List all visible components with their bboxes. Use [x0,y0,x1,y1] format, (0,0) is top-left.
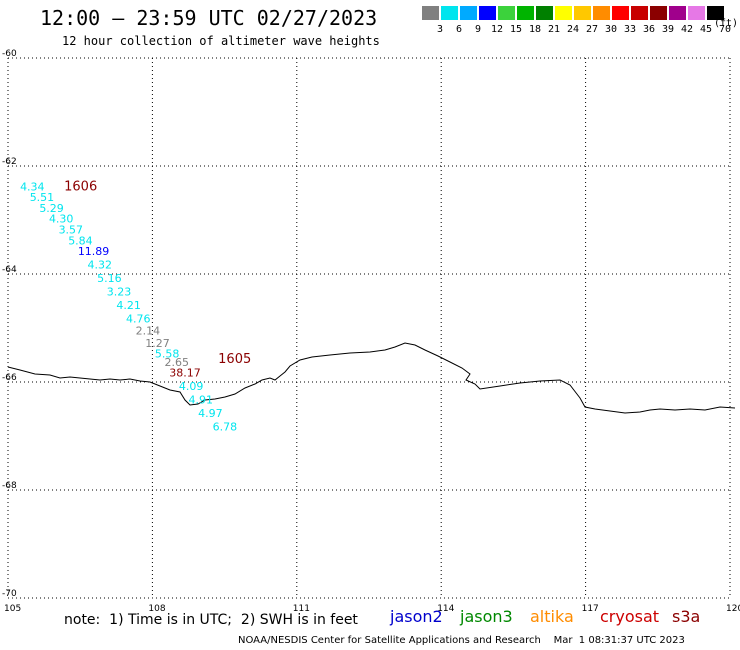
wave-height-label: 4.91 [189,394,214,407]
scale-swatch [688,6,705,20]
y-tick-label: -60 [2,49,17,59]
x-tick-label: 117 [582,604,599,614]
wave-height-label: 4.32 [87,259,112,272]
pass-number-labels: 1606 1605 [64,179,251,367]
wave-height-label: 4.21 [116,299,141,312]
satellite-label-jason3: jason3 [460,607,513,626]
x-tick-label: 111 [293,604,310,614]
wave-height-label: 4.09 [179,380,204,393]
footer-note: note: 1) Time is in UTC; 2) SWH is in fe… [64,612,358,628]
wave-height-label: 2.14 [136,324,161,337]
wave-height-label: 5.84 [68,234,93,247]
scale-label: 30 [604,24,618,35]
scale-label: 70 [718,24,732,35]
scale-swatch [669,6,686,20]
footer-credit: NOAA/NESDIS Center for Satellite Applica… [238,635,685,646]
wave-height-label: 4.97 [198,407,223,420]
scale-label: 3 [436,24,444,35]
y-tick-label: -66 [2,373,17,383]
scale-swatch [498,6,515,20]
scale-label: 15 [509,24,523,35]
axis-ticks: 105 108 111 114 117 120 -60 -62 -64 -66 -68 -70 [2,49,740,614]
wave-height-label: 3.23 [107,286,132,299]
scale-label: 18 [528,24,542,35]
y-tick-label: -64 [2,265,17,275]
wave-height-label: 5.58 [155,348,180,361]
coastline [7,342,736,414]
scale-label: 21 [547,24,561,35]
scale-label: 33 [623,24,637,35]
scale-swatch [707,6,724,20]
satellite-label-altika: altika [530,607,574,626]
y-tick-label: -62 [2,157,17,167]
scale-label: 9 [474,24,482,35]
wave-height-points: 4.345.515.294.303.575.8411.894.325.163.2… [20,180,237,433]
wave-height-label: 11.89 [78,245,110,258]
wave-height-label: 4.76 [126,313,150,326]
x-tick-label: 120 [726,604,740,614]
scale-label: 24 [566,24,580,35]
wave-height-label: 4.30 [49,213,74,226]
scale-swatch [612,6,629,20]
scale-swatch [631,6,648,20]
scale-swatch [479,6,496,20]
satellite-label-s3a: s3a [672,607,701,626]
scale-label: 36 [642,24,656,35]
grid-lines [7,57,731,599]
wave-height-label: 2.65 [164,356,189,369]
satellite-label-jason2: jason2 [390,607,443,626]
scale-label: 42 [680,24,694,35]
scale-swatch [422,6,439,20]
wave-height-label: 38.17 [169,367,201,380]
satellite-label-cryosat: cryosat [600,607,660,626]
x-tick-label: 105 [4,604,21,614]
wave-height-label: 5.16 [97,272,122,285]
x-tick-label: 114 [437,604,454,614]
pass-number: 1606 [64,179,97,194]
scale-swatch [517,6,534,20]
x-tick-label: 108 [148,604,165,614]
wave-height-label: 5.51 [30,191,55,204]
scale-swatch [650,6,667,20]
chart-subtitle: 12 hour collection of altimeter wave hei… [62,34,380,48]
scale-swatch [536,6,553,20]
scale-swatch [460,6,477,20]
y-tick-label: -68 [2,481,17,491]
scale-swatch [555,6,572,20]
scale-swatch [593,6,610,20]
wave-height-label: 1.27 [145,337,170,350]
scale-label: 6 [455,24,463,35]
pass-number: 1605 [218,352,251,367]
scale-label: 12 [490,24,504,35]
scale-label: 39 [661,24,675,35]
chart-title: 12:00 – 23:59 UTC 02/27/2023 [40,6,378,30]
y-tick-label: -70 [2,589,17,599]
wave-height-label: 3.57 [59,224,84,237]
wave-height-label: 6.78 [213,421,238,434]
scale-swatch [441,6,458,20]
wave-height-label: 4.34 [20,180,45,193]
color-scale-unit: (ft) [714,18,739,29]
scale-swatch [574,6,591,20]
scale-label: 27 [585,24,599,35]
wave-height-label: 5.29 [39,202,64,215]
scale-label: 45 [699,24,713,35]
